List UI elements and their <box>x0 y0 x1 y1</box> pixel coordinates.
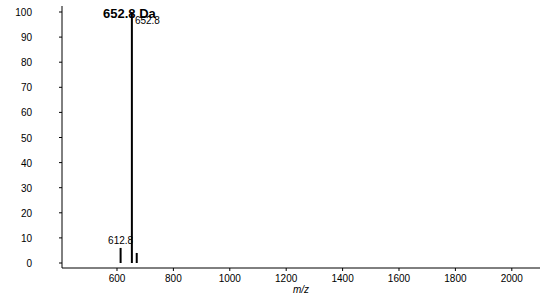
y-tick-label: 30 <box>21 183 33 194</box>
peak <box>131 12 133 263</box>
x-tick <box>511 268 512 271</box>
x-tick-label: 600 <box>109 273 126 284</box>
y-tick <box>59 137 62 138</box>
y-tick-label: 20 <box>21 208 33 219</box>
y-tick <box>59 62 62 63</box>
x-axis <box>62 268 540 269</box>
peak-label: 612.8 <box>108 235 133 246</box>
x-tick-label: 1800 <box>444 273 467 284</box>
peak-label: 652.8 <box>135 15 160 26</box>
y-tick-label: 10 <box>21 233 33 244</box>
y-tick <box>59 212 62 213</box>
x-tick <box>455 268 456 271</box>
y-tick-label: 100 <box>15 7 32 18</box>
x-tick <box>229 268 230 271</box>
y-tick-label: 50 <box>21 133 33 144</box>
y-tick-label: 40 <box>21 158 33 169</box>
x-axis-label: m/z <box>293 284 309 295</box>
chart: 652.8 Da01020304050607080901006008001000… <box>0 0 548 299</box>
y-tick-label: 70 <box>21 82 33 93</box>
x-tick-label: 1400 <box>331 273 354 284</box>
y-tick <box>59 12 62 13</box>
x-tick <box>398 268 399 271</box>
x-tick <box>342 268 343 271</box>
peak <box>136 253 138 263</box>
y-tick <box>59 112 62 113</box>
x-tick-label: 1600 <box>388 273 411 284</box>
x-tick <box>116 268 117 271</box>
x-tick <box>173 268 174 271</box>
x-tick-label: 1000 <box>219 273 242 284</box>
y-tick <box>59 162 62 163</box>
y-tick <box>59 237 62 238</box>
y-tick-label: 0 <box>26 258 32 269</box>
y-tick-label: 60 <box>21 107 33 118</box>
peaks <box>121 12 137 263</box>
x-tick <box>286 268 287 271</box>
y-tick <box>59 187 62 188</box>
y-tick <box>59 87 62 88</box>
peak <box>120 248 122 263</box>
x-tick-label: 2000 <box>501 273 524 284</box>
y-tick-label: 80 <box>21 57 33 68</box>
y-tick <box>59 37 62 38</box>
y-tick-label: 90 <box>21 32 33 43</box>
y-tick <box>59 263 62 264</box>
x-tick-label: 1200 <box>275 273 298 284</box>
x-tick-label: 800 <box>165 273 182 284</box>
